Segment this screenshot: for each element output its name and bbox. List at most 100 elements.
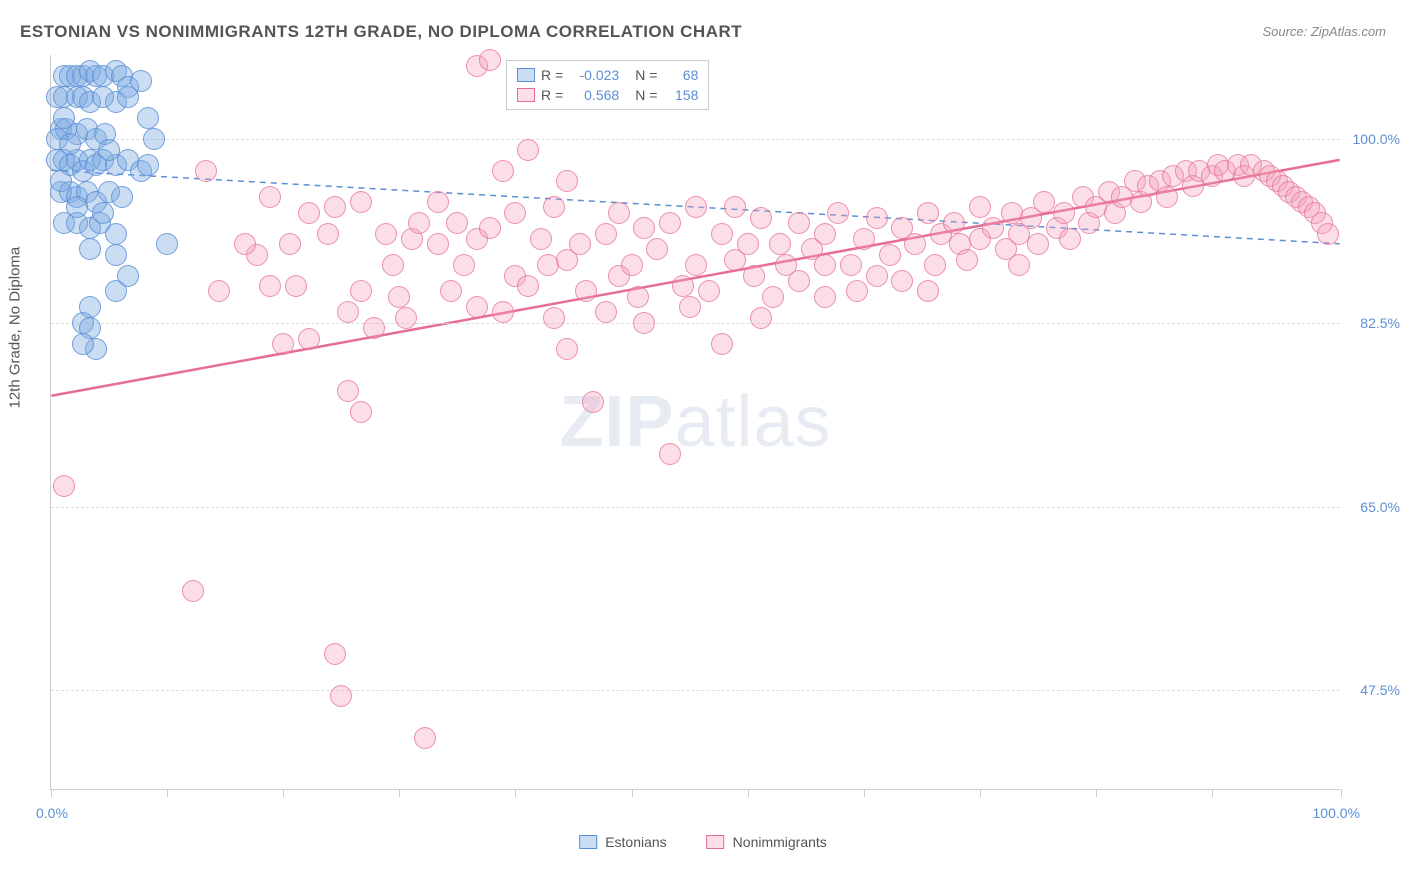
data-point [633,312,655,334]
data-point [350,280,372,302]
data-point [595,223,617,245]
data-point [363,317,385,339]
data-point [111,186,133,208]
data-point [530,228,552,250]
data-point [969,196,991,218]
data-point [924,254,946,276]
data-point [395,307,417,329]
data-point [853,228,875,250]
data-point [117,265,139,287]
data-point [408,212,430,234]
data-point [382,254,404,276]
data-point [543,307,565,329]
x-tick [283,789,284,797]
data-point [517,275,539,297]
data-point [750,207,772,229]
data-point [1156,186,1178,208]
data-point [750,307,772,329]
data-point [234,233,256,255]
chart-title: ESTONIAN VS NONIMMIGRANTS 12TH GRADE, NO… [20,22,742,42]
data-point [117,86,139,108]
gridline [51,507,1340,508]
data-point [427,233,449,255]
data-point [259,186,281,208]
data-point [769,233,791,255]
data-point [982,217,1004,239]
data-point [743,265,765,287]
data-point [659,443,681,465]
y-axis-label: 12th Grade, No Diploma [7,247,24,409]
data-point [59,133,81,155]
data-point [685,254,707,276]
x-tick [748,789,749,797]
trend-lines [51,55,1340,789]
data-point [105,223,127,245]
data-point [659,212,681,234]
gridline [51,139,1340,140]
data-point [866,207,888,229]
data-point [479,217,501,239]
data-point [143,128,165,150]
source-label: Source: ZipAtlas.com [1262,24,1386,39]
data-point [479,49,501,71]
x-tick [515,789,516,797]
data-point [53,475,75,497]
data-point [517,139,539,161]
data-point [427,191,449,213]
stats-legend-row: R =0.568N =158 [517,85,698,105]
x-axis-start-label: 0.0% [36,805,68,821]
data-point [762,286,784,308]
data-point [137,107,159,129]
y-tick-label: 82.5% [1345,315,1400,331]
data-point [569,233,591,255]
data-point [492,301,514,323]
data-point [298,328,320,350]
data-point [259,275,281,297]
legend-item: Nonimmigrants [707,834,827,850]
legend-swatch [707,835,725,849]
gridline [51,690,1340,691]
data-point [317,223,339,245]
data-point [672,275,694,297]
legend-swatch [517,68,535,82]
data-point [814,254,836,276]
data-point [827,202,849,224]
data-point [350,401,372,423]
x-tick [51,789,52,797]
data-point [453,254,475,276]
data-point [711,333,733,355]
data-point [79,296,101,318]
data-point [646,238,668,260]
data-point [414,727,436,749]
data-point [1027,233,1049,255]
y-tick-label: 47.5% [1345,682,1400,698]
data-point [711,223,733,245]
data-point [337,301,359,323]
data-point [466,296,488,318]
data-point [956,249,978,271]
legend-swatch [579,835,597,849]
x-tick [1341,789,1342,797]
data-point [137,154,159,176]
data-point [79,238,101,260]
data-point [156,233,178,255]
data-point [698,280,720,302]
x-axis-end-label: 100.0% [1313,805,1360,821]
data-point [904,233,926,255]
data-point [208,280,230,302]
data-point [324,643,346,665]
data-point [285,275,307,297]
data-point [608,202,630,224]
data-point [337,380,359,402]
data-point [737,233,759,255]
data-point [917,202,939,224]
data-point [504,202,526,224]
data-point [595,301,617,323]
data-point [440,280,462,302]
data-point [879,244,901,266]
x-tick [632,789,633,797]
data-point [788,212,810,234]
data-point [627,286,649,308]
data-point [1317,223,1339,245]
data-point [917,280,939,302]
